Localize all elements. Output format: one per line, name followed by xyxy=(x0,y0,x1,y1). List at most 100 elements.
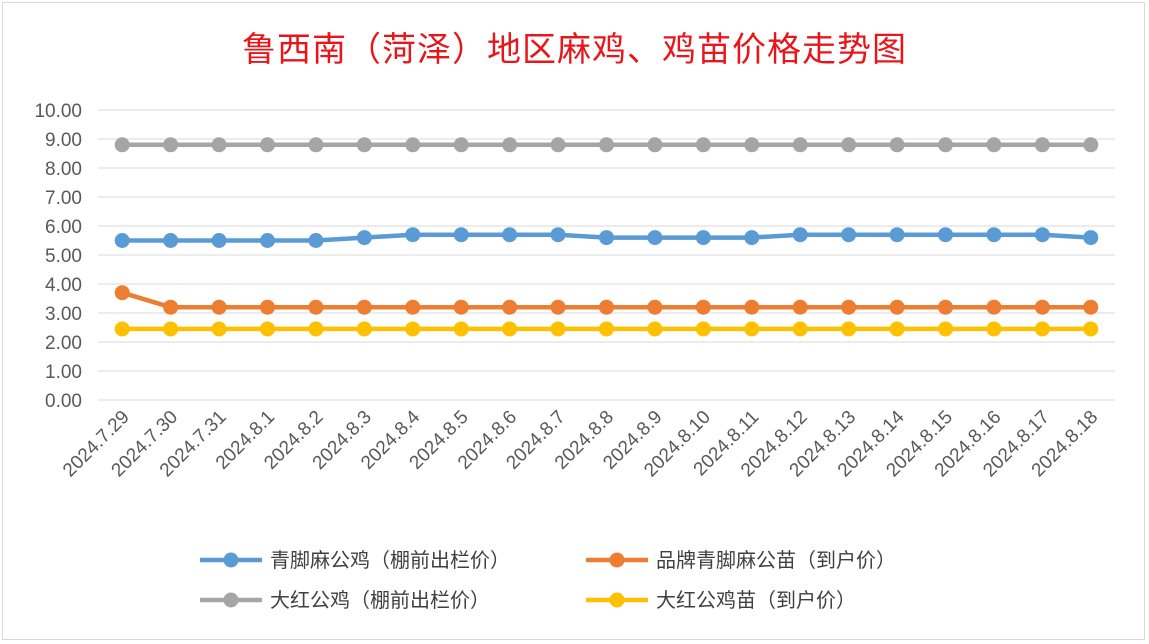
data-point xyxy=(453,299,469,315)
legend-label: 品牌青脚麻公苗（到户价） xyxy=(656,548,896,572)
data-point xyxy=(695,137,711,153)
data-point xyxy=(211,233,227,248)
data-point xyxy=(938,299,953,315)
data-point xyxy=(550,227,566,243)
data-point xyxy=(986,299,1002,315)
data-point xyxy=(599,137,614,153)
data-point xyxy=(308,299,324,315)
data-point xyxy=(841,137,857,153)
data-point xyxy=(647,321,663,337)
data-point xyxy=(792,227,808,243)
data-point xyxy=(986,137,1002,153)
data-point xyxy=(308,233,324,248)
data-point xyxy=(163,137,179,153)
data-point xyxy=(841,227,857,243)
data-point xyxy=(260,299,275,315)
data-point xyxy=(599,230,614,246)
y-tick-label: 9.00 xyxy=(45,130,82,151)
data-point xyxy=(1083,230,1099,246)
y-tick-label: 5.00 xyxy=(45,246,82,267)
legend-label: 青脚麻公鸡（棚前出栏价） xyxy=(270,548,510,572)
data-point xyxy=(986,321,1002,337)
legend-swatch-marker xyxy=(609,552,625,568)
data-point xyxy=(211,299,227,315)
data-point xyxy=(1034,227,1050,243)
data-point xyxy=(938,137,953,153)
data-point xyxy=(647,137,663,153)
data-point xyxy=(1083,137,1099,153)
data-point xyxy=(792,299,808,315)
data-point xyxy=(744,137,760,153)
legend-swatch-marker xyxy=(609,592,625,608)
data-point xyxy=(114,137,130,153)
data-point xyxy=(163,299,179,315)
data-point xyxy=(744,321,760,337)
data-point xyxy=(260,321,275,337)
y-tick-label: 8.00 xyxy=(45,159,82,180)
data-point xyxy=(647,299,663,315)
y-tick-label: 3.00 xyxy=(45,304,82,325)
data-point xyxy=(841,321,857,337)
data-point xyxy=(1034,137,1050,153)
y-tick-label: 2.00 xyxy=(45,333,82,354)
legend-label: 大红公鸡（棚前出栏价） xyxy=(270,588,490,612)
legend-label: 大红公鸡苗（到户价） xyxy=(656,588,856,612)
data-point xyxy=(647,230,663,246)
data-point xyxy=(260,233,275,248)
data-point xyxy=(356,230,372,246)
y-tick-label: 6.00 xyxy=(45,217,82,238)
data-point xyxy=(502,321,518,337)
data-point xyxy=(405,299,421,315)
data-point xyxy=(405,227,421,243)
data-point xyxy=(502,299,518,315)
data-point xyxy=(889,321,905,337)
data-point xyxy=(695,230,711,246)
y-tick-label: 4.00 xyxy=(45,275,82,296)
y-tick-label: 7.00 xyxy=(45,188,82,209)
data-point xyxy=(599,299,614,315)
legend-swatch-marker xyxy=(223,552,239,568)
data-point xyxy=(453,137,469,153)
data-point xyxy=(744,299,760,315)
data-point xyxy=(938,321,953,337)
data-point xyxy=(356,137,372,153)
y-tick-label: 10.00 xyxy=(34,101,82,122)
data-point xyxy=(792,321,808,337)
data-point xyxy=(405,137,421,153)
data-point xyxy=(938,227,953,243)
data-point xyxy=(889,137,905,153)
y-tick-label: 1.00 xyxy=(45,362,82,383)
data-point xyxy=(744,230,760,246)
y-tick-label: 0.00 xyxy=(45,391,82,412)
data-point xyxy=(1034,299,1050,315)
data-point xyxy=(695,299,711,315)
data-point xyxy=(114,321,130,337)
data-point xyxy=(405,321,421,337)
data-point xyxy=(1034,321,1050,337)
data-point xyxy=(599,321,614,337)
data-point xyxy=(550,299,566,315)
data-point xyxy=(211,321,227,337)
data-point xyxy=(114,233,130,248)
data-point xyxy=(453,227,469,243)
chart-title: 鲁西南（菏泽）地区麻鸡、鸡苗价格走势图 xyxy=(242,30,907,70)
data-point xyxy=(841,299,857,315)
data-point xyxy=(356,321,372,337)
data-point xyxy=(308,321,324,337)
data-point xyxy=(550,137,566,153)
data-point xyxy=(889,227,905,243)
data-point xyxy=(502,137,518,153)
data-point xyxy=(1083,299,1099,315)
data-point xyxy=(163,321,179,337)
legend-swatch-marker xyxy=(223,592,239,608)
data-point xyxy=(889,299,905,315)
data-point xyxy=(1083,321,1099,337)
data-point xyxy=(792,137,808,153)
data-point xyxy=(260,137,275,153)
data-point xyxy=(163,233,179,248)
data-point xyxy=(502,227,518,243)
data-point xyxy=(211,137,227,153)
data-point xyxy=(695,321,711,337)
